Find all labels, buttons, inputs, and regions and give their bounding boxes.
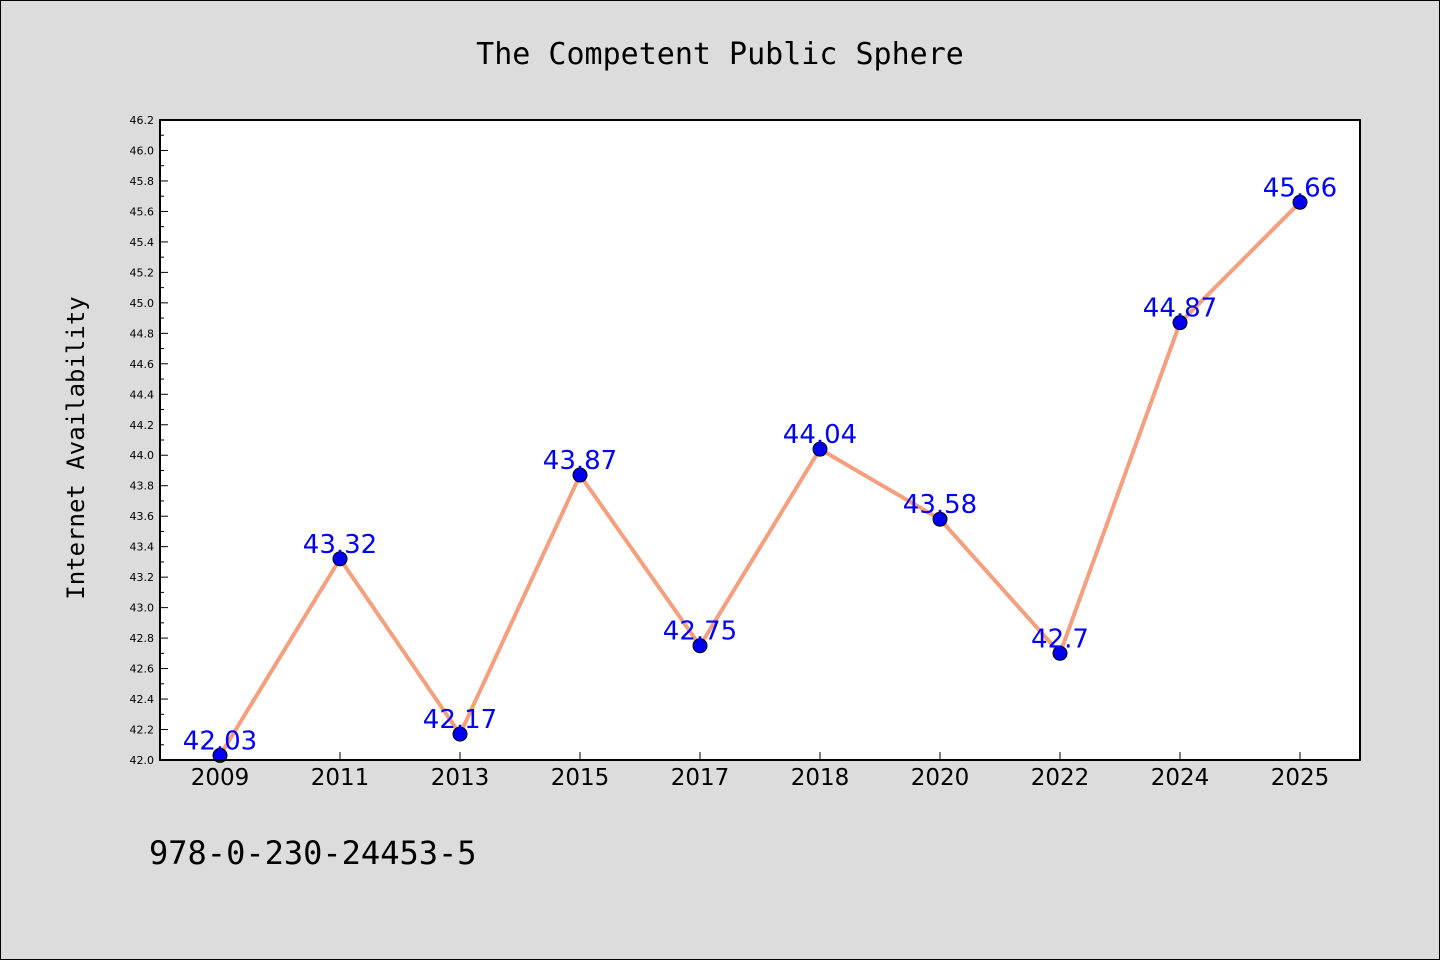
data-label: 42.17 [423,705,497,735]
data-point [1052,645,1068,661]
x-tick-label: 2011 [311,765,370,791]
y-tick-label: 43.8 [130,480,155,493]
y-tick-label: 45.2 [130,266,155,279]
data-point [212,747,228,763]
data-label: 45.66 [1263,173,1337,203]
data-label: 43.32 [303,530,377,560]
x-tick-label: 2018 [791,765,850,791]
x-tick-label: 2017 [671,765,730,791]
y-tick-label: 45.6 [130,205,155,218]
y-tick-label: 45.8 [130,175,155,188]
chart-title: The Competent Public Sphere [476,37,964,72]
data-point [692,638,708,654]
series-layer [212,194,1308,763]
y-tick-label: 42.4 [130,693,155,706]
y-tick-label: 46.2 [130,114,155,127]
y-tick-label: 42.8 [130,632,155,645]
data-label: 43.87 [543,446,617,476]
y-axis: 42.0 42.2 42.4 42.6 42.8 43.0 43.2 43.4 43.6 43.8… [130,114,168,767]
y-tick-label: 45.0 [130,297,155,310]
data-point [932,511,948,527]
x-tick-label: 2020 [911,765,970,791]
x-axis: 2009 2011 2013 2015 2017 2018 2020 2022 2024 2025 [191,752,1330,791]
y-tick-label: 43.4 [130,541,155,554]
data-label: 42.7 [1031,624,1089,654]
y-tick-label: 46.0 [130,144,155,157]
data-point [1172,315,1188,331]
x-tick-label: 2024 [1151,765,1210,791]
data-labels: 42.03 43.32 42.17 43.87 42.75 44.04 43.58 42.7 4… [183,173,1337,756]
x-tick-label: 2013 [431,765,490,791]
y-tick-label: 45.4 [130,236,155,249]
data-label: 43.58 [903,490,977,520]
y-tick-label: 44.4 [130,388,155,401]
y-tick-label: 43.6 [130,510,155,523]
y-tick-label: 42.6 [130,663,155,676]
x-tick-label: 2025 [1271,765,1330,791]
y-tick-label: 44.0 [130,449,155,462]
y-tick-label: 42.2 [130,724,155,737]
y-tick-label: 43.0 [130,602,155,615]
series-line [218,200,1302,757]
data-label: 44.04 [783,420,857,450]
data-point [452,726,468,742]
data-label: 44.87 [1143,294,1217,324]
x-tick-label: 2022 [1031,765,1090,791]
data-label: 42.03 [183,726,257,756]
y-tick-label: 42.0 [130,754,155,767]
plot-border [159,119,1361,761]
data-point [812,441,828,457]
y-tick-label: 44.6 [130,358,155,371]
y-tick-label: 44.8 [130,327,155,340]
y-tick-label: 43.2 [130,571,155,584]
y-tick-label: 44.2 [130,419,155,432]
data-label: 42.75 [663,617,737,647]
y-axis-label: Internet Availability [62,296,90,599]
data-point [1292,194,1308,210]
x-tick-label: 2015 [551,765,610,791]
isbn-text: 978-0-230-24453-5 [149,834,477,872]
data-point [332,551,348,567]
data-point [572,467,588,483]
plot-area [160,120,1360,760]
x-tick-label: 2009 [191,765,250,791]
